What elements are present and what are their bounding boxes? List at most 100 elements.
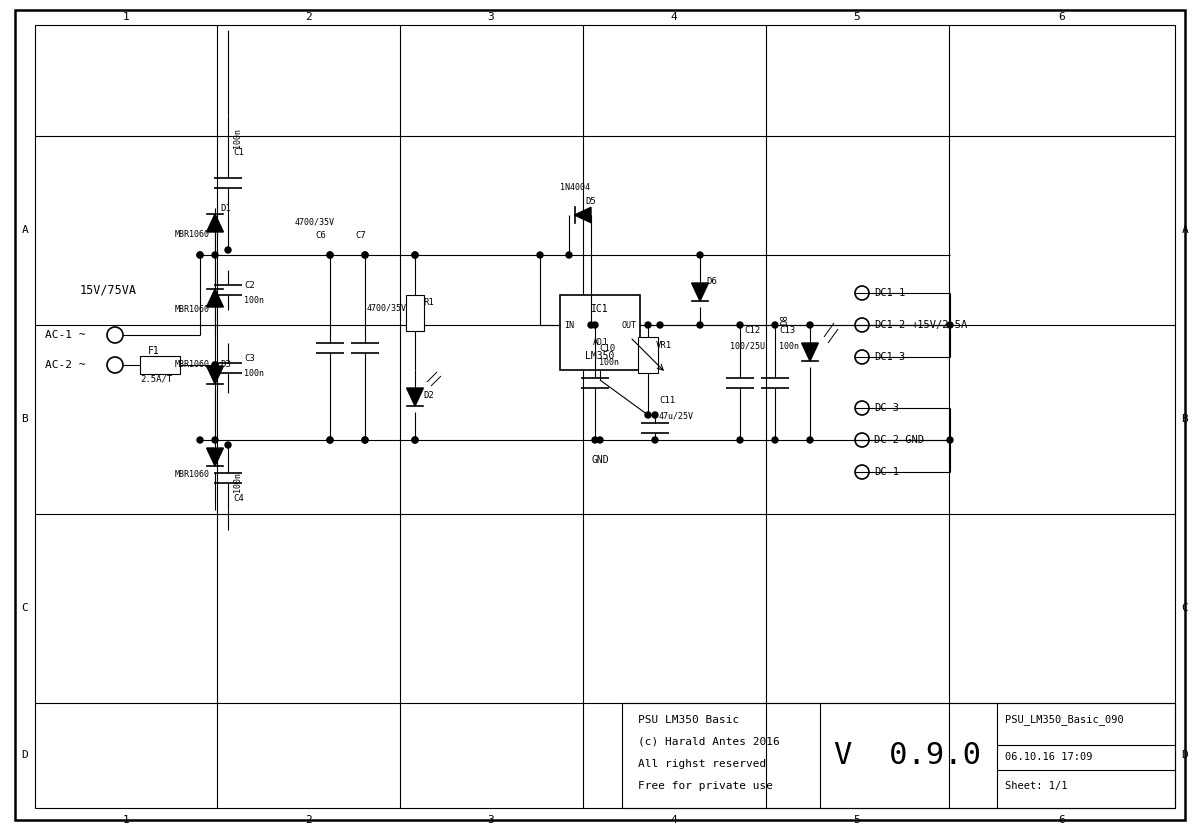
Polygon shape [206, 366, 223, 384]
Text: D8: D8 [780, 315, 790, 326]
Text: C3: C3 [244, 353, 254, 362]
Text: GND: GND [592, 455, 608, 465]
Text: C12: C12 [744, 326, 760, 335]
Text: +15V/2.5A: +15V/2.5A [912, 320, 968, 330]
Text: R1: R1 [424, 298, 433, 307]
Text: C6: C6 [314, 231, 325, 240]
Bar [638, 337, 658, 373]
Text: C1: C1 [233, 147, 244, 157]
Text: 6: 6 [1058, 815, 1066, 825]
Text: 5: 5 [853, 12, 860, 22]
Circle shape [652, 412, 658, 418]
Polygon shape [691, 283, 708, 301]
Text: C: C [22, 603, 29, 613]
Bar [406, 295, 424, 331]
Text: AC-1 ~: AC-1 ~ [46, 330, 85, 340]
Circle shape [737, 322, 743, 328]
Text: 2.5A/T: 2.5A/T [140, 375, 173, 383]
Text: Sheet: 1/1: Sheet: 1/1 [1006, 781, 1068, 791]
Text: 6: 6 [1058, 12, 1066, 22]
Polygon shape [206, 214, 223, 232]
Circle shape [947, 322, 953, 328]
Text: C2: C2 [244, 281, 254, 290]
Text: DC-1: DC-1 [874, 467, 899, 477]
Text: 4700/35V: 4700/35V [295, 217, 335, 227]
Circle shape [808, 437, 814, 443]
Polygon shape [206, 289, 223, 307]
Circle shape [772, 322, 778, 328]
Circle shape [197, 437, 203, 443]
Text: 100/25U: 100/25U [730, 342, 766, 351]
Polygon shape [802, 343, 818, 361]
Circle shape [412, 252, 418, 258]
Text: PSU LM350 Basic: PSU LM350 Basic [638, 715, 739, 725]
Text: A: A [1182, 225, 1188, 235]
Circle shape [566, 252, 572, 258]
Circle shape [212, 362, 218, 368]
Text: C10: C10 [599, 343, 616, 352]
Text: PSU_LM350_Basic_090: PSU_LM350_Basic_090 [1006, 715, 1123, 726]
Circle shape [658, 322, 662, 328]
Circle shape [538, 252, 542, 258]
Circle shape [362, 437, 368, 443]
Text: VR1: VR1 [656, 341, 672, 350]
Circle shape [197, 252, 203, 258]
Text: All righst reserved: All righst reserved [638, 759, 767, 769]
Text: IN: IN [564, 321, 574, 330]
Text: B: B [1182, 414, 1188, 424]
Text: C11: C11 [659, 396, 676, 405]
Circle shape [646, 322, 650, 328]
Circle shape [226, 442, 230, 448]
Text: 1: 1 [122, 815, 130, 825]
Text: 4: 4 [671, 12, 677, 22]
Circle shape [212, 252, 218, 258]
Text: 3: 3 [487, 12, 494, 22]
Circle shape [362, 252, 368, 258]
Text: B: B [22, 414, 29, 424]
Text: 1N4004: 1N4004 [560, 182, 590, 192]
Polygon shape [575, 207, 592, 222]
Circle shape [226, 247, 230, 253]
Text: LM350: LM350 [586, 351, 614, 361]
Text: 100n: 100n [244, 296, 264, 305]
Text: 100n: 100n [244, 368, 264, 377]
Text: 100n: 100n [233, 472, 242, 492]
Text: D3: D3 [220, 360, 230, 368]
Circle shape [326, 437, 334, 443]
Text: V  0.9.0: V 0.9.0 [834, 741, 982, 771]
Text: DC1-3: DC1-3 [874, 352, 905, 362]
Text: C: C [1182, 603, 1188, 613]
Text: C13: C13 [779, 326, 796, 335]
Text: MBR1060: MBR1060 [175, 305, 210, 313]
Text: C4: C4 [233, 493, 244, 502]
Circle shape [697, 252, 703, 258]
Text: D2: D2 [424, 391, 433, 400]
Circle shape [326, 252, 334, 258]
Text: Free for private use: Free for private use [638, 781, 773, 791]
Text: D: D [1182, 750, 1188, 760]
Circle shape [598, 437, 604, 443]
Text: 1: 1 [122, 12, 130, 22]
Text: DC1-1: DC1-1 [874, 288, 905, 298]
Text: F1: F1 [148, 346, 160, 356]
Circle shape [212, 362, 218, 368]
Text: D6: D6 [706, 277, 716, 286]
Text: MBR1060: MBR1060 [175, 230, 210, 238]
Circle shape [592, 437, 598, 443]
Circle shape [592, 322, 598, 328]
Circle shape [947, 437, 953, 443]
Circle shape [212, 437, 218, 443]
Text: MBR1060: MBR1060 [175, 470, 210, 478]
Circle shape [412, 437, 418, 443]
Circle shape [362, 437, 368, 443]
Circle shape [326, 437, 334, 443]
Text: 47u/25V: 47u/25V [659, 412, 694, 421]
Text: 4: 4 [671, 815, 677, 825]
Text: 3: 3 [487, 815, 494, 825]
Text: DC-2 GND: DC-2 GND [874, 435, 924, 445]
Text: 5: 5 [853, 815, 860, 825]
Text: 2: 2 [305, 12, 311, 22]
Circle shape [697, 322, 703, 328]
Text: DC1-2: DC1-2 [874, 320, 905, 330]
Text: MBR1060: MBR1060 [175, 360, 210, 368]
